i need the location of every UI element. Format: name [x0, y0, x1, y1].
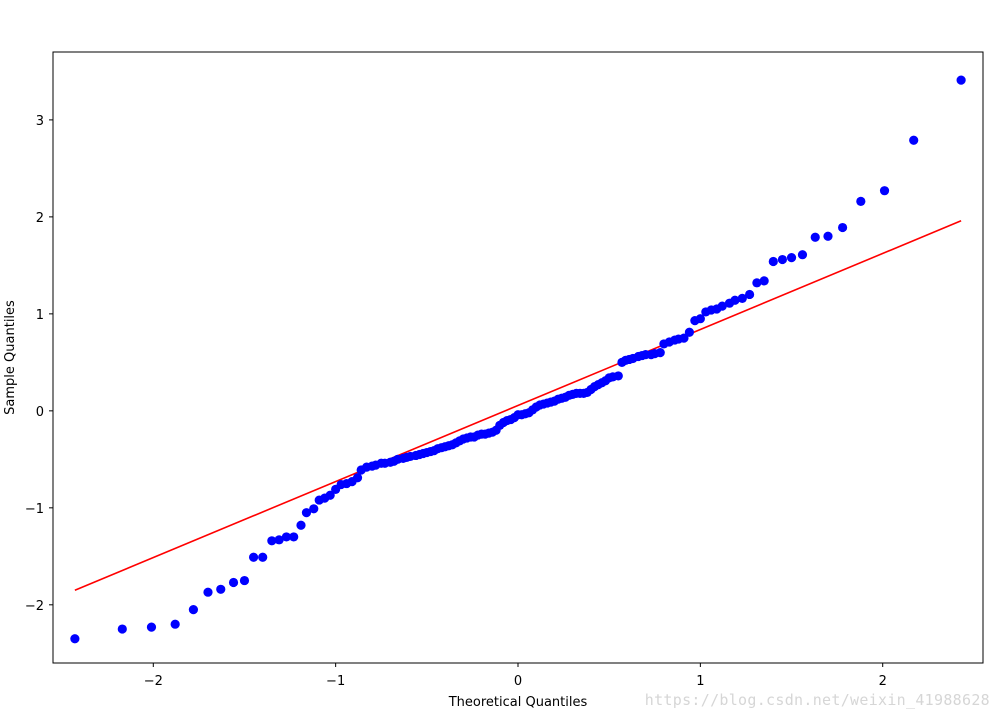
- y-tick-label: −1: [25, 502, 44, 517]
- y-axis-label: Sample Quantiles: [3, 300, 18, 415]
- axes-frame: [52, 51, 984, 664]
- data-point: [837, 222, 848, 233]
- x-tick-label: 2: [879, 674, 887, 689]
- data-point: [823, 231, 833, 241]
- data-point: [679, 333, 689, 343]
- y-tick-label: 3: [36, 114, 44, 129]
- data-point: [730, 295, 740, 305]
- data-points: [70, 75, 966, 644]
- reference-line-group: [74, 220, 962, 592]
- data-point: [216, 584, 226, 594]
- x-tick-label: 1: [696, 674, 704, 689]
- data-point: [267, 536, 277, 546]
- data-point: [203, 587, 213, 597]
- data-point: [170, 619, 180, 629]
- data-point: [301, 508, 312, 518]
- data-point: [309, 504, 319, 514]
- data-point: [879, 186, 890, 196]
- data-point: [737, 293, 747, 303]
- x-tick-label: −2: [144, 674, 163, 689]
- data-point: [768, 256, 778, 267]
- y-tick-label: −2: [25, 599, 44, 614]
- reference-line: [74, 220, 962, 592]
- data-point: [70, 634, 80, 644]
- data-point: [274, 535, 284, 545]
- axis-ticks: −2 −1 0 1 2 −2 −1 0 1 2 3: [25, 114, 887, 689]
- plot-area-border: [52, 51, 984, 664]
- data-point: [655, 348, 665, 358]
- data-point: [759, 276, 769, 286]
- data-point: [613, 371, 623, 381]
- data-point: [956, 75, 966, 85]
- data-point: [744, 289, 755, 300]
- data-point: [717, 301, 727, 311]
- data-point: [810, 232, 820, 242]
- data-point: [258, 552, 268, 562]
- data-point: [248, 552, 259, 562]
- data-point: [188, 605, 199, 615]
- data-point: [289, 532, 299, 542]
- data-point: [797, 250, 808, 260]
- data-point: [684, 327, 695, 337]
- data-point: [695, 314, 705, 324]
- data-point: [856, 196, 866, 206]
- data-point: [909, 135, 919, 145]
- data-point: [296, 520, 306, 530]
- x-tick-label: 0: [514, 674, 522, 689]
- y-tick-label: 0: [36, 405, 44, 420]
- data-point: [352, 473, 363, 483]
- data-point: [752, 278, 762, 288]
- watermark-text: https://blog.csdn.net/weixin_41988628: [644, 691, 990, 709]
- data-point: [117, 624, 127, 634]
- data-point: [146, 622, 157, 632]
- data-point: [281, 532, 292, 542]
- x-axis-label: Theoretical Quantiles: [448, 695, 588, 710]
- data-point: [239, 575, 250, 586]
- y-tick-label: 2: [36, 211, 44, 226]
- y-tick-label: 1: [36, 308, 44, 323]
- data-point: [786, 253, 797, 263]
- data-point: [228, 577, 239, 588]
- data-point: [325, 490, 335, 500]
- x-tick-label: −1: [326, 674, 345, 689]
- data-point: [777, 254, 788, 265]
